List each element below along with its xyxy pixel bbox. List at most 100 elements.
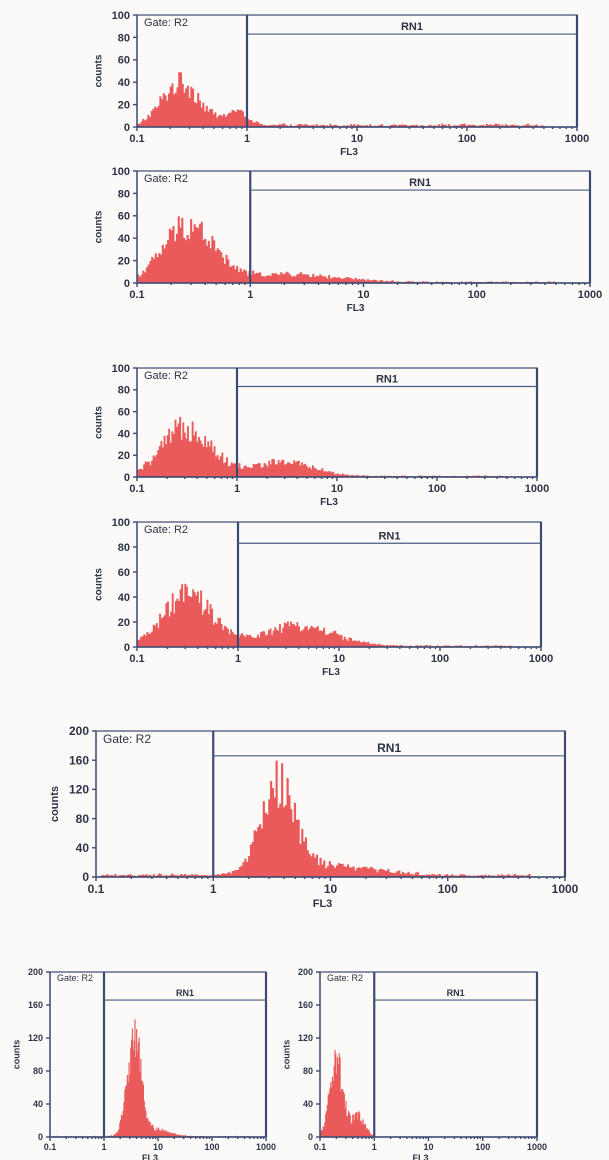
histogram-bar <box>331 1087 333 1137</box>
histogram-bar <box>313 467 316 477</box>
histogram-bar <box>368 1130 370 1137</box>
histogram-bar <box>237 272 240 283</box>
histogram-bar <box>389 872 392 877</box>
histogram-bar <box>436 645 439 647</box>
histogram-bar <box>461 124 464 127</box>
y-tick-label: 60 <box>118 406 130 418</box>
histogram-bar <box>343 1093 345 1137</box>
histogram-bar <box>130 875 133 877</box>
histogram-bar <box>325 1111 328 1137</box>
histogram-bar <box>152 874 155 877</box>
histogram-bar <box>143 634 146 647</box>
histogram-bar <box>160 254 163 283</box>
histogram-bar <box>332 1081 334 1137</box>
histogram-bar <box>140 1058 142 1137</box>
histogram-bar <box>339 863 342 877</box>
histogram-bar <box>540 125 543 127</box>
histogram-bar <box>434 875 438 877</box>
histogram-bar <box>246 862 249 877</box>
histogram-bar <box>515 125 518 127</box>
histogram-bar <box>160 441 163 477</box>
histogram-bar <box>183 237 186 283</box>
histogram-bar <box>367 1129 369 1137</box>
histogram-bar <box>322 124 325 127</box>
y-axis-title: counts <box>282 1040 292 1070</box>
histogram-bar <box>419 645 422 647</box>
histogram-bar <box>343 474 346 477</box>
histogram-bar <box>130 1047 132 1137</box>
histogram-bar <box>329 632 332 647</box>
histogram-bar <box>182 422 185 477</box>
y-tick-label: 40 <box>118 592 130 604</box>
histogram-bar <box>416 645 419 647</box>
histogram-bar <box>478 875 482 877</box>
histogram-bar <box>344 1108 346 1137</box>
histogram-bar <box>290 809 293 877</box>
histogram-bar <box>233 463 236 477</box>
histogram-bar <box>199 440 202 477</box>
histogram-bar <box>358 1111 360 1137</box>
histogram-bar <box>164 1131 166 1137</box>
histogram-bar <box>141 1080 143 1137</box>
histogram-bar <box>319 274 322 283</box>
histogram-bar <box>453 125 456 127</box>
histogram-bar <box>324 634 327 647</box>
gate-label: Gate: R2 <box>57 973 93 983</box>
histogram-bar <box>143 875 146 877</box>
y-tick-label: 80 <box>33 1066 43 1076</box>
histogram-bar <box>169 875 172 877</box>
x-tick-label: 100 <box>475 1142 490 1152</box>
histogram-bar <box>266 275 269 283</box>
histogram-bar <box>398 645 401 647</box>
histogram-bar <box>271 125 274 127</box>
histogram-bar <box>346 864 350 877</box>
histogram-bar <box>369 124 372 127</box>
histogram-bar <box>181 1134 183 1137</box>
histogram-bar <box>189 875 192 877</box>
histogram-bar <box>306 850 309 877</box>
histogram-bar <box>191 231 194 283</box>
y-tick-label: 40 <box>76 841 90 855</box>
histogram-bar <box>365 867 368 877</box>
histogram-bar <box>171 1132 173 1137</box>
histogram-bar <box>188 97 191 127</box>
histogram-bar <box>151 256 154 283</box>
histogram-bar <box>342 278 345 283</box>
histogram-bar <box>125 875 128 877</box>
histogram-bar <box>222 630 225 647</box>
histogram-bar <box>119 875 122 877</box>
histogram-bar <box>159 1130 161 1137</box>
histogram-bar <box>230 629 233 647</box>
histogram-bar <box>241 633 244 647</box>
histogram-bar <box>232 463 235 477</box>
histogram-bar <box>315 275 318 283</box>
histogram-bar <box>407 281 410 283</box>
y-axis-title: counts <box>93 568 104 601</box>
histogram-bar <box>142 1084 144 1137</box>
histogram-bar <box>302 464 305 477</box>
histogram-bar <box>342 1089 344 1137</box>
histogram-bar <box>381 280 384 283</box>
histogram-bar <box>409 873 412 877</box>
histogram-bar <box>326 1104 328 1137</box>
histogram-bar <box>528 873 531 877</box>
histogram-bar <box>113 1134 115 1137</box>
histogram-bar <box>132 875 135 877</box>
histogram-bar <box>405 281 409 283</box>
histogram-bar <box>266 466 269 477</box>
histogram-bar <box>228 633 231 647</box>
histogram-bar <box>119 1122 121 1137</box>
histogram-bar <box>354 277 357 283</box>
histogram-bar <box>143 120 146 127</box>
histogram-bar <box>138 469 141 477</box>
histogram-bar <box>473 875 476 877</box>
histogram-bar <box>202 102 205 127</box>
histogram-bar <box>187 596 190 647</box>
histogram-bar <box>277 807 280 877</box>
histogram-bar <box>144 635 147 647</box>
histogram-bar <box>392 873 395 877</box>
y-axis-title: counts <box>93 54 104 87</box>
histogram-bar <box>279 124 282 127</box>
histogram-bar <box>172 226 175 283</box>
